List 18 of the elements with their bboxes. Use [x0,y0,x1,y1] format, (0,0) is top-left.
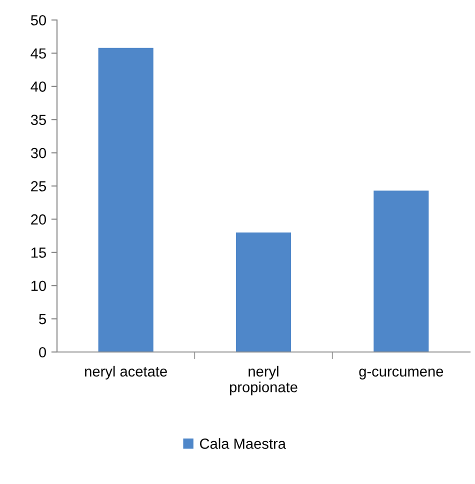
bar [374,190,429,352]
bar [236,232,292,352]
x-tick-label: neryl acetate [85,366,167,380]
y-tick-label: 45 [30,48,46,59]
y-tick-label: 20 [31,214,46,225]
bar [98,48,154,352]
x-tick-label: neryl propionate [230,366,298,396]
y-tick-label: 40 [30,82,46,92]
y-tick-label: 10 [31,280,46,292]
y-tick-label: 35 [30,114,46,126]
legend-label: Cala Maestra [200,438,286,449]
y-tick-label: 0 [39,347,46,358]
y-tick-label: 30 [30,148,46,158]
x-tick-label: g-curcumene [359,368,444,380]
y-tick-label: 25 [31,181,46,192]
y-tick-label: 5 [39,314,46,324]
y-tick-label: 15 [31,248,46,258]
y-tick-label: 50 [30,15,46,26]
